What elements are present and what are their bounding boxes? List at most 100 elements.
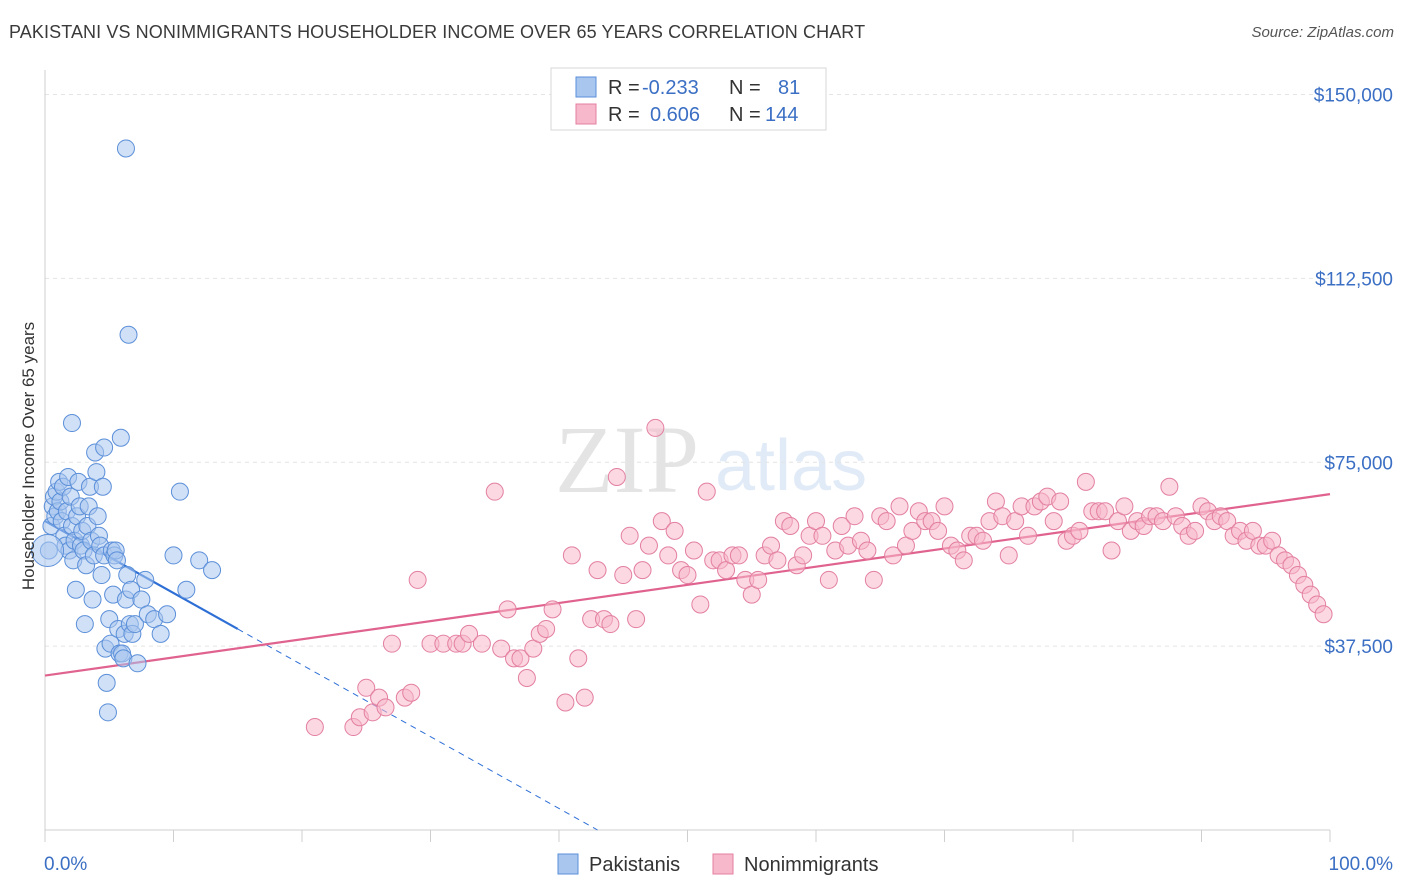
data-point: [678, 566, 697, 585]
data-point: [511, 649, 530, 668]
data-point: [864, 570, 883, 589]
data-point: [729, 546, 748, 565]
data-point: [75, 615, 94, 634]
data-point: [665, 521, 684, 540]
data-point: [151, 624, 170, 643]
watermark-atlas: atlas: [715, 426, 867, 506]
data-point: [97, 673, 116, 692]
data-point: [890, 497, 909, 516]
y-tick-label: $75,000: [1324, 453, 1393, 474]
data-point: [749, 570, 768, 589]
source-label: Source: ZipAtlas.com: [1251, 24, 1394, 41]
data-point: [999, 546, 1018, 565]
x-tick-label-max: 100.0%: [1329, 854, 1394, 875]
data-point: [111, 428, 130, 447]
stats-legend-row-nonimmigrants: R = 0.606 N = 144: [575, 103, 798, 126]
legend-swatch-pakistanis: [575, 76, 597, 98]
data-point: [781, 517, 800, 535]
data-point: [305, 718, 324, 737]
data-point: [517, 669, 536, 687]
data-point: [877, 512, 896, 531]
data-points: [31, 139, 1333, 737]
data-point: [684, 541, 703, 560]
bottom-legend-swatch-nonimmigrants: [712, 853, 734, 875]
data-point: [659, 546, 678, 565]
watermark-zip: ZIP: [555, 406, 699, 513]
data-point: [460, 624, 479, 643]
data-point: [1019, 526, 1038, 545]
data-point: [1044, 512, 1063, 531]
data-point: [884, 546, 903, 565]
legend-n-label: N =: [729, 104, 761, 126]
data-point: [954, 551, 973, 570]
data-point: [119, 325, 138, 344]
y-tick-label: $37,500: [1324, 637, 1393, 658]
data-point: [768, 551, 787, 570]
data-point: [607, 467, 626, 486]
data-point: [136, 570, 155, 589]
data-point: [813, 526, 832, 545]
gridlines: [45, 94, 1330, 647]
data-point: [575, 688, 594, 707]
data-point: [627, 610, 646, 629]
legend-r-value: 0.606: [650, 104, 700, 126]
data-point: [177, 580, 196, 599]
stats-legend-row-pakistanis: R = -0.233 N = 81: [575, 76, 800, 99]
data-point: [1070, 521, 1089, 540]
data-point: [402, 683, 421, 702]
data-point: [639, 536, 658, 555]
y-tick-label: $112,500: [1315, 269, 1393, 290]
legend-n-label: N =: [729, 77, 761, 99]
stats-legend: R = -0.233 N = 81 R = 0.606 N = 144: [550, 67, 827, 131]
data-point: [1076, 472, 1095, 491]
data-point-cluster: [31, 534, 65, 568]
data-point: [537, 619, 556, 638]
legend-r-value: -0.233: [642, 77, 699, 99]
data-point: [646, 418, 665, 437]
data-point: [107, 551, 126, 570]
data-point: [569, 649, 588, 668]
data-point: [118, 566, 137, 585]
data-point: [485, 482, 504, 501]
data-point: [83, 590, 102, 609]
data-point: [620, 526, 639, 545]
data-point: [556, 693, 575, 712]
data-point: [95, 438, 114, 457]
legend-n-value: 144: [765, 104, 798, 126]
data-point: [158, 605, 177, 624]
data-point: [408, 570, 427, 589]
data-point: [691, 595, 710, 614]
data-point: [492, 639, 511, 658]
trend-line-pakistanis-extension: [237, 628, 598, 831]
data-point: [164, 546, 183, 565]
data-point: [543, 600, 562, 619]
series-nonimmigrants: [305, 418, 1333, 737]
data-point: [382, 634, 401, 653]
bottom-legend-label-pakistanis: Pakistanis: [589, 854, 680, 876]
data-point: [588, 561, 607, 580]
data-point: [1160, 477, 1179, 496]
data-point: [614, 566, 633, 585]
data-point: [929, 521, 948, 540]
data-point: [819, 570, 838, 589]
data-point: [62, 414, 81, 433]
data-point: [935, 497, 954, 516]
data-point: [1102, 541, 1121, 560]
data-point: [125, 615, 144, 634]
data-point: [832, 517, 851, 535]
data-point: [93, 477, 112, 496]
bottom-legend: Pakistanis Nonimmigrants: [557, 853, 878, 876]
bottom-legend-swatch-pakistanis: [557, 853, 579, 875]
legend-swatch-nonimmigrants: [575, 103, 597, 125]
data-point: [472, 634, 491, 653]
data-point: [697, 482, 716, 501]
bottom-legend-label-nonimmigrants: Nonimmigrants: [744, 854, 878, 876]
data-point: [203, 561, 222, 580]
stats-legend-box: [550, 67, 827, 131]
legend-r-label: R =: [608, 77, 640, 99]
y-axis-title: Householder Income Over 65 years: [19, 322, 38, 590]
data-point: [903, 521, 922, 540]
data-point: [66, 580, 85, 599]
data-point: [1186, 521, 1205, 540]
